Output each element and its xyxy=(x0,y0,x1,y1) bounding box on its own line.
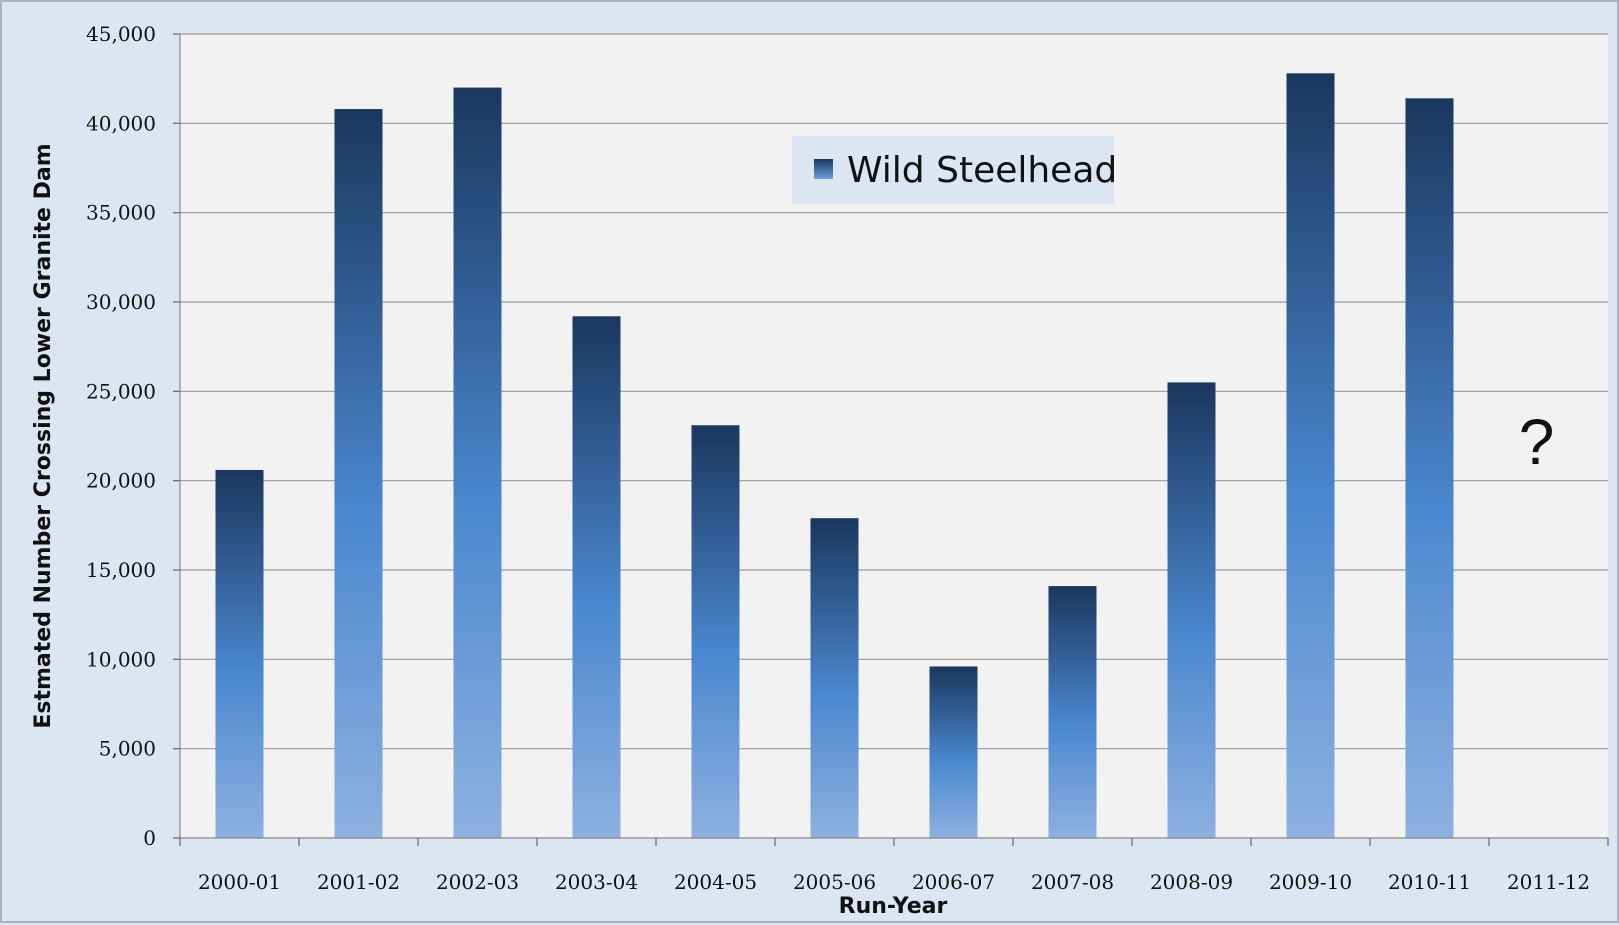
y-tick-label: 15,000 xyxy=(86,558,156,582)
x-axis-title: Run-Year xyxy=(839,894,948,919)
bar-2004-05 xyxy=(691,425,740,838)
x-tick-label: 2002-03 xyxy=(436,870,519,894)
x-tick-label: 2009-10 xyxy=(1269,870,1352,894)
x-tick-label: 2011-12 xyxy=(1507,870,1590,894)
annotation-question-mark: ? xyxy=(1519,406,1555,478)
bar-2002-03 xyxy=(453,87,502,839)
bar-2009-10 xyxy=(1286,73,1335,839)
x-tick-label: 2008-09 xyxy=(1150,870,1233,894)
bar-2000-01 xyxy=(215,469,264,838)
x-tick-label: 2005-06 xyxy=(793,870,876,894)
x-tick-label: 2006-07 xyxy=(912,870,995,894)
y-tick-label: 45,000 xyxy=(86,22,156,46)
bar-2008-09 xyxy=(1167,382,1216,838)
bar-2010-11 xyxy=(1405,98,1454,838)
x-tick-label: 2001-02 xyxy=(317,870,400,894)
bar-2001-02 xyxy=(334,109,383,839)
x-tick-label: 2000-01 xyxy=(198,870,281,894)
bar-2005-06 xyxy=(810,518,859,838)
x-tick-label: 2004-05 xyxy=(674,870,757,894)
x-tick-label: 2003-04 xyxy=(555,870,638,894)
y-tick-label: 20,000 xyxy=(86,469,156,493)
bar-2006-07 xyxy=(929,666,978,838)
legend: Wild Steelhead xyxy=(792,136,1117,204)
y-tick-label: 35,000 xyxy=(86,201,156,225)
y-tick-label: 40,000 xyxy=(86,111,156,135)
x-tick-label: 2010-11 xyxy=(1388,870,1471,894)
x-tick-label: 2007-08 xyxy=(1031,870,1114,894)
y-tick-label: 30,000 xyxy=(86,290,156,314)
y-tick-label: 0 xyxy=(143,826,156,850)
legend-label: Wild Steelhead xyxy=(847,150,1117,191)
legend-swatch xyxy=(814,159,833,179)
bar-2003-04 xyxy=(572,316,621,838)
y-tick-label: 25,000 xyxy=(86,379,156,403)
y-tick-label: 5,000 xyxy=(99,737,156,761)
y-tick-label: 10,000 xyxy=(86,647,156,671)
bar-2007-08 xyxy=(1048,586,1097,838)
y-axis-title: Estmated Number Crossing Lower Granite D… xyxy=(31,143,56,728)
